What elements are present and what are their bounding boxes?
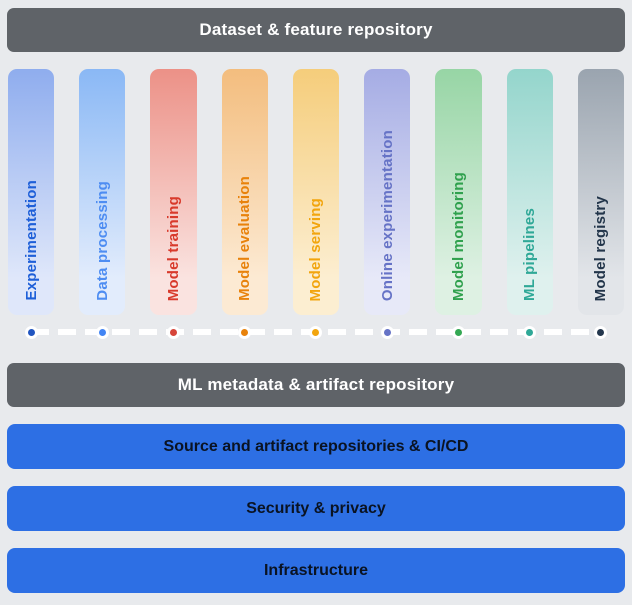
infrastructure-label: Infrastructure [263,561,369,579]
lane-experimentation: Experimentation [8,69,55,315]
timeline-dot [24,325,38,339]
ml-metadata-artifact-repository-label: ML metadata & artifact repository [177,375,455,394]
lane-model-evaluation: Model evaluation [221,69,268,315]
infrastructure-bar: Infrastructure [7,548,625,593]
timeline-dot [451,325,465,339]
lane-label: ML pipelines [521,208,539,301]
lane-label: Model registry [592,195,610,301]
dataset-feature-repository-bar: Dataset & feature repository [7,8,625,52]
timeline-dot [238,325,252,339]
lane-label: Model monitoring [449,171,467,301]
timeline [7,315,625,349]
lane-model-training: Model training [150,69,197,315]
lane-model-monitoring: Model monitoring [435,69,482,315]
lane-label: Model evaluation [236,176,254,301]
timeline-dot [380,325,394,339]
lane-model-registry: Model registry [577,69,624,315]
security-privacy-label: Security & privacy [246,499,386,517]
lane-label: Model training [165,195,183,301]
security-privacy-bar: Security & privacy [7,486,625,531]
lane-label: Online experimentation [378,129,396,301]
lane-online-experimentation: Online experimentation [364,69,411,315]
process-lanes: Experimentation Data processing Model tr… [7,69,625,315]
lane-ml-pipelines: ML pipelines [506,69,553,315]
timeline-dot [309,325,323,339]
ml-metadata-artifact-repository-bar: ML metadata & artifact repository [7,363,625,407]
timeline-dot [523,325,537,339]
lane-label: Model serving [307,197,325,301]
lane-data-processing: Data processing [79,69,126,315]
lane-label: Data processing [93,181,111,301]
source-artifact-repositories-cicd-label: Source and artifact repositories & CI/CD [163,437,469,455]
timeline-dot [167,325,181,339]
dataset-feature-repository-label: Dataset & feature repository [199,20,433,39]
lane-model-serving: Model serving [292,69,340,315]
timeline-dot [95,325,109,339]
timeline-dot [594,325,608,339]
lane-label: Experimentation [22,180,40,301]
source-artifact-repositories-cicd-bar: Source and artifact repositories & CI/CD [7,424,625,469]
